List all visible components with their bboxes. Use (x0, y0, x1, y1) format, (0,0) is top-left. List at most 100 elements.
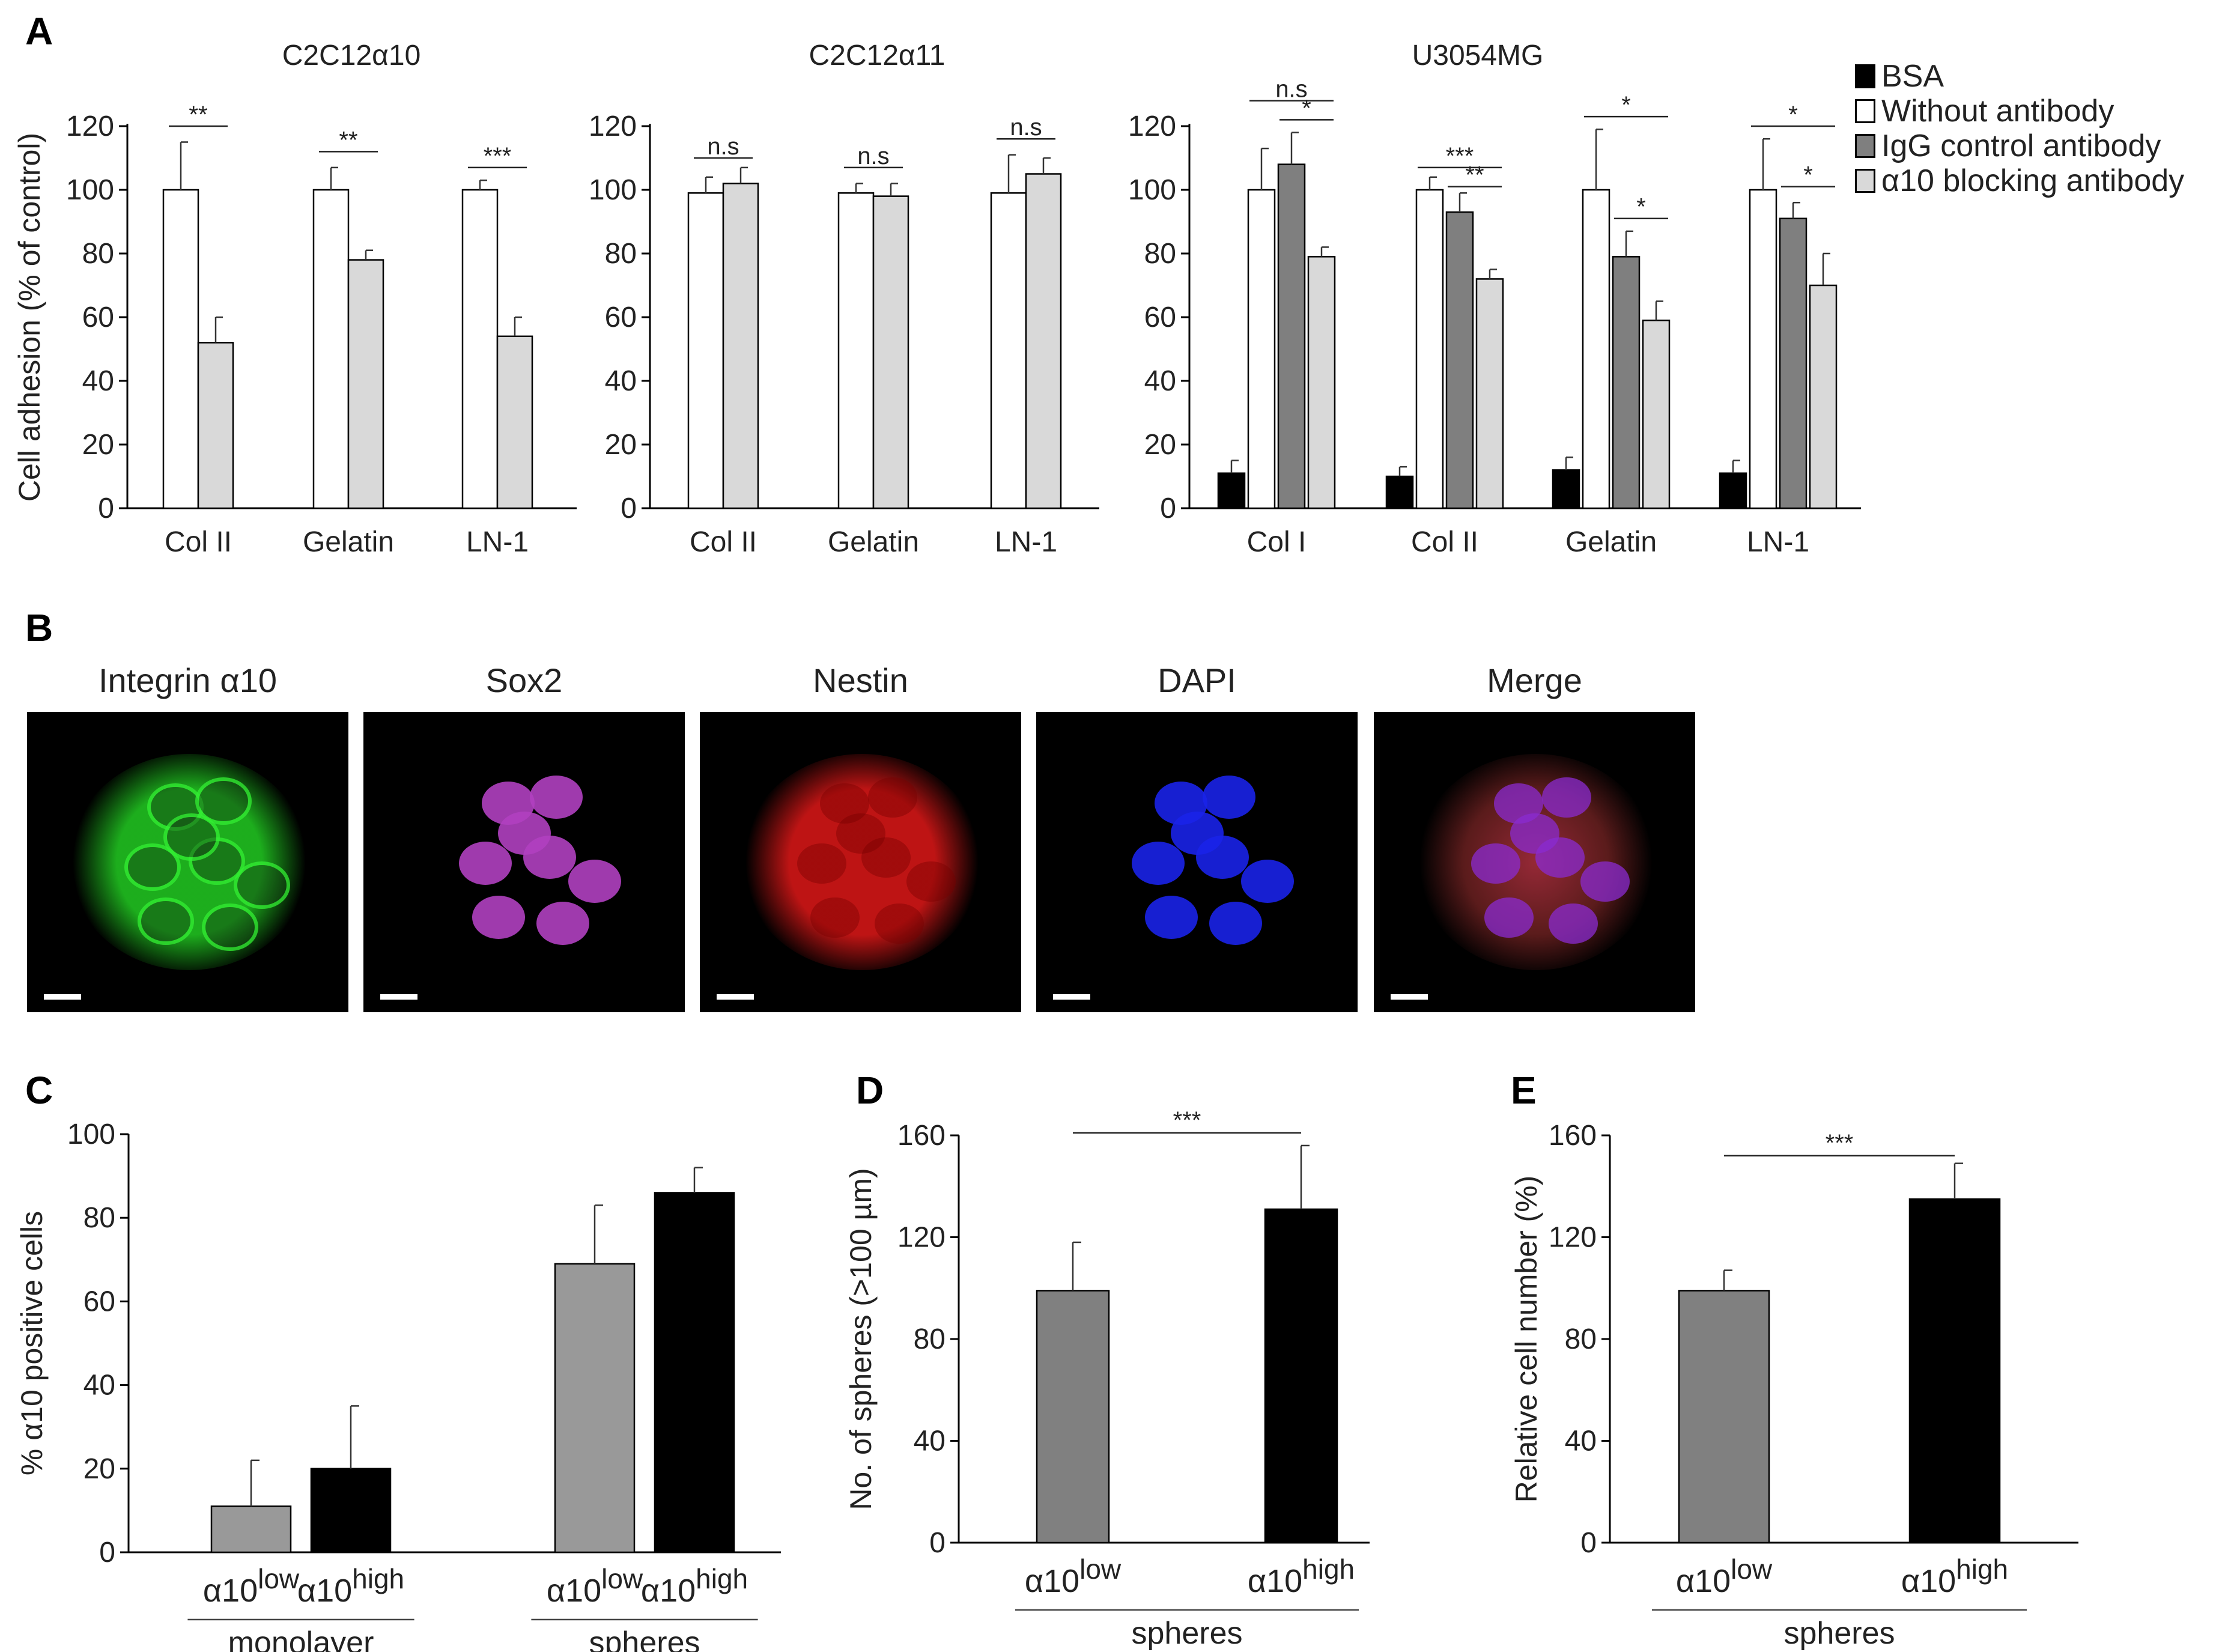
bar (1809, 284, 1838, 509)
chart-c2c12-a10: 0 20 40 60 80 100 120 C2C12α10 Cell adhesion (% … (13, 40, 577, 558)
microscopy-image (363, 712, 685, 1012)
y-tick-label: 160 (1549, 1120, 1597, 1152)
bar (1749, 189, 1777, 509)
legend-label: α10 blocking antibody (1881, 163, 2185, 198)
y-tick-label: 0 (621, 493, 637, 524)
group-label: spheres (589, 1626, 700, 1652)
bar (1264, 1208, 1338, 1544)
x-tick-label: α10low (203, 1563, 300, 1609)
panel-label-a: A (25, 10, 53, 53)
significance-label: ** (189, 102, 207, 128)
x-tick-label-sup: high (696, 1563, 748, 1594)
y-tick-label: 40 (914, 1426, 946, 1457)
bar (1779, 217, 1808, 509)
nucleus (568, 860, 622, 903)
nucleus (201, 903, 258, 952)
bar (197, 342, 234, 509)
y-axis-label: No. of spheres (>100 µm) (844, 1168, 878, 1510)
bar (312, 189, 350, 509)
nucleus (459, 842, 512, 885)
bar (162, 189, 199, 509)
x-tick-label: LN-1 (466, 526, 529, 558)
significance-label: *** (1173, 1107, 1201, 1134)
bar (1247, 189, 1276, 509)
scale-bar (1053, 994, 1090, 1000)
nucleus (797, 843, 847, 884)
y-tick-label: 100 (67, 1119, 115, 1150)
x-tick-label-sup: high (1956, 1553, 2008, 1585)
bar (554, 1263, 636, 1553)
y-tick-label: 0 (1580, 1527, 1597, 1559)
y-tick-label: 100 (1128, 174, 1176, 206)
bar (1582, 189, 1610, 509)
x-tick-label-base: α10 (1025, 1563, 1079, 1599)
x-tick-label: Col II (690, 526, 757, 558)
bar (1612, 256, 1641, 509)
legend-label: BSA (1881, 59, 1944, 94)
y-tick-label: 20 (83, 1453, 115, 1485)
x-tick-label-sup: low (1731, 1553, 1773, 1585)
x-tick-label: Gelatin (303, 526, 394, 558)
scale-bar (717, 994, 754, 1000)
nucleus (1203, 776, 1255, 819)
bar (687, 192, 724, 509)
legend-swatch (1855, 134, 1875, 158)
bar (654, 1192, 735, 1553)
microscopy-label: Merge (1487, 661, 1582, 699)
y-tick-label: 40 (605, 365, 637, 397)
y-tick-label: 80 (1144, 238, 1176, 270)
x-tick-label: Gelatin (1565, 526, 1657, 558)
nucleus (1170, 812, 1224, 855)
legend-item: α10 blocking antibody (1855, 163, 2184, 198)
group-label: spheres (1132, 1616, 1243, 1651)
significance-label: ** (339, 127, 357, 153)
nucleus (1580, 861, 1630, 902)
legend-label: Without antibody (1881, 94, 2114, 129)
x-tick-label: Col II (1411, 526, 1478, 558)
x-tick-label-sup: high (1302, 1553, 1355, 1585)
microscopy-label: Integrin α10 (98, 661, 277, 699)
nucleus (819, 783, 869, 824)
nucleus (1209, 902, 1262, 946)
microscopy-image (700, 712, 1021, 1012)
bar (1719, 472, 1747, 509)
chart-title: C2C12α11 (809, 40, 946, 71)
y-tick-label: 80 (83, 1202, 115, 1234)
x-tick-label-base: α10 (297, 1573, 352, 1609)
panel-label-d: D (856, 1069, 884, 1112)
nucleus (137, 897, 194, 946)
x-tick-label: LN-1 (1747, 526, 1809, 558)
y-tick-label: 60 (83, 1286, 115, 1317)
significance-label: * (1302, 95, 1311, 121)
nucleus (836, 813, 885, 854)
x-tick-label-base: α10 (203, 1573, 258, 1609)
y-axis-label: % α10 positive cells (15, 1211, 49, 1475)
nucleus (874, 903, 924, 944)
x-tick-label: α10high (1901, 1553, 2008, 1599)
significance-label: ** (1465, 162, 1484, 189)
significance-label: *** (484, 143, 512, 169)
x-tick-label-base: α10 (547, 1573, 601, 1609)
nucleus (163, 813, 220, 861)
bar (837, 192, 875, 509)
bar (1217, 472, 1246, 509)
legend-item: BSA (1855, 59, 2184, 94)
chart-title: U3054MG (1412, 40, 1544, 71)
y-tick-label: 100 (66, 174, 114, 206)
chart-u3054mg: 0 20 40 60 80 100 120 U3054MG Col I Col II Gelatin… (1128, 40, 1861, 558)
microscopy-label: Sox2 (485, 661, 563, 699)
bar (496, 335, 533, 509)
y-tick-label: 80 (605, 238, 637, 270)
significance-label: n.s (707, 133, 739, 160)
bar (1445, 211, 1474, 509)
microscopy-label: DAPI (1158, 661, 1236, 699)
nucleus (234, 861, 291, 910)
nucleus (1510, 813, 1559, 854)
y-tick-label: 40 (83, 1370, 115, 1401)
nucleus (1548, 903, 1598, 944)
y-tick-label: 20 (605, 429, 637, 461)
y-tick-label: 80 (82, 238, 114, 270)
nucleus (530, 776, 583, 819)
y-tick-label: 40 (1565, 1426, 1597, 1457)
